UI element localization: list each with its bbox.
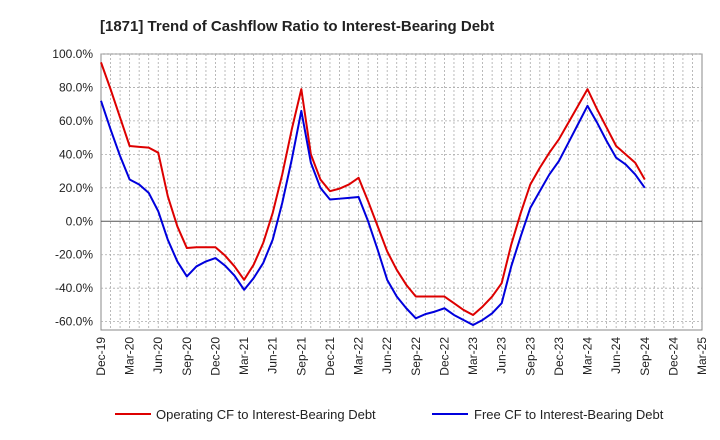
y-tick-label: -60.0%	[55, 315, 93, 329]
x-tick-label: Dec-23	[552, 337, 566, 376]
y-tick-label: -40.0%	[55, 281, 93, 295]
legend-label-free-cf: Free CF to Interest-Bearing Debt	[474, 407, 664, 422]
x-tick-label: Jun-24	[609, 337, 623, 374]
x-tick-label: Dec-21	[323, 337, 337, 376]
x-tick-label: Sep-20	[180, 337, 194, 376]
y-tick-label: 80.0%	[59, 80, 93, 94]
x-tick-label: Mar-24	[581, 337, 595, 375]
y-tick-label: 0.0%	[66, 214, 94, 228]
axis-labels: 100.0% 80.0% 60.0% 40.0% 20.0% 0.0% -20.0% -40.…	[52, 47, 709, 376]
x-tick-label: Jun-21	[266, 337, 280, 374]
x-tick-label: Jun-23	[495, 337, 509, 374]
plot-area	[100, 53, 703, 331]
x-tick-label: Mar-25	[695, 337, 709, 375]
legend-label-operating-cf: Operating CF to Interest-Bearing Debt	[156, 407, 376, 422]
grid-lines	[101, 53, 702, 330]
x-tick-label: Sep-23	[523, 337, 537, 376]
y-tick-label: 20.0%	[59, 181, 93, 195]
x-tick-label: Mar-20	[123, 337, 137, 375]
x-tick-label: Jun-22	[380, 337, 394, 374]
x-tick-label: Dec-22	[437, 337, 451, 376]
series-line-free-cf	[100, 100, 646, 326]
x-tick-label: Sep-22	[409, 337, 423, 376]
x-tick-label: Sep-21	[294, 337, 308, 376]
y-tick-label: 60.0%	[59, 114, 93, 128]
y-tick-label: 100.0%	[52, 47, 93, 61]
chart-title: [1871] Trend of Cashflow Ratio to Intere…	[100, 18, 494, 35]
series-lines	[100, 62, 646, 326]
x-tick-label: Mar-23	[466, 337, 480, 375]
legend: Operating CF to Interest-Bearing Debt Fr…	[115, 407, 664, 422]
y-tick-label: 40.0%	[59, 147, 93, 161]
x-tick-label: Dec-20	[208, 337, 222, 376]
x-tick-label: Sep-24	[638, 337, 652, 376]
x-tick-label: Dec-24	[666, 337, 680, 376]
x-tick-label: Jun-20	[151, 337, 165, 374]
x-tick-label: Mar-22	[352, 337, 366, 375]
x-tick-label: Dec-19	[94, 337, 108, 376]
x-tick-label: Mar-21	[237, 337, 251, 375]
series-line-operating-cf	[100, 62, 646, 316]
y-tick-label: -20.0%	[55, 248, 93, 262]
